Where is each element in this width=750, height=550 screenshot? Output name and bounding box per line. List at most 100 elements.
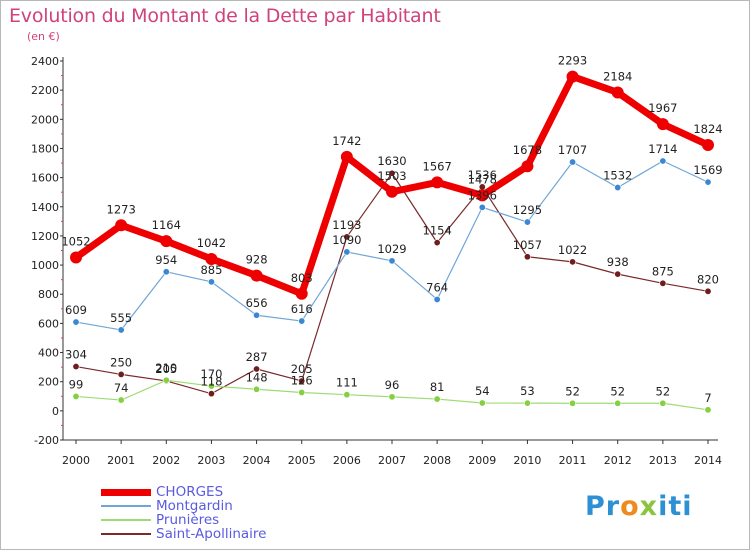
data-label: 81 (430, 380, 445, 394)
x-tick-label: 2006 (333, 454, 361, 467)
data-label: 2184 (603, 69, 632, 83)
data-label: 99 (69, 377, 84, 391)
data-point (253, 365, 261, 373)
data-label: 96 (385, 378, 400, 392)
data-label: 250 (110, 355, 132, 369)
data-point (569, 158, 577, 166)
y-tick-label: -200 (34, 434, 59, 447)
y-tick-label: 400 (38, 347, 59, 360)
legend-item-chorges: CHORGES (101, 485, 266, 499)
x-tick-label: 2004 (243, 454, 271, 467)
legend-swatch-saint-apollinaire (101, 533, 151, 535)
data-point (162, 376, 170, 384)
data-point (72, 318, 80, 326)
data-point (117, 370, 125, 378)
data-point (70, 251, 82, 264)
data-point (298, 377, 306, 385)
x-tick-label: 2008 (423, 454, 451, 467)
data-label: 1164 (152, 218, 181, 232)
data-point (205, 252, 218, 265)
data-label: 148 (246, 370, 268, 384)
data-label: 803 (291, 271, 313, 285)
data-label: 954 (155, 253, 177, 267)
data-point (207, 390, 215, 398)
data-point (611, 86, 624, 99)
data-point (523, 218, 531, 226)
data-label: 1678 (513, 143, 542, 157)
x-tick-label: 2005 (288, 454, 316, 467)
data-label: 609 (65, 303, 87, 317)
legend-swatch-prunieres (101, 519, 151, 521)
data-point (569, 258, 577, 266)
x-tick-label: 2007 (378, 454, 406, 467)
data-label: 1478 (468, 172, 497, 186)
data-point (523, 399, 531, 407)
data-label: 74 (114, 381, 129, 395)
data-label: 304 (65, 348, 87, 362)
chart-subtitle: (en €) (27, 30, 60, 43)
x-tick-label: 2003 (197, 454, 225, 467)
data-point (298, 317, 306, 325)
data-label: 616 (291, 302, 313, 316)
data-point (656, 118, 669, 131)
data-label: 1532 (603, 169, 632, 183)
data-point (478, 203, 486, 211)
x-tick-label: 2001 (107, 454, 135, 467)
data-label: 210 (155, 361, 177, 375)
data-label: 111 (336, 376, 358, 390)
data-label: 555 (110, 311, 132, 325)
data-label: 820 (697, 272, 719, 286)
data-point (340, 150, 353, 163)
data-point (250, 269, 263, 282)
y-tick-label: 800 (38, 288, 59, 301)
data-label: 53 (520, 384, 535, 398)
data-label: 1090 (332, 233, 361, 247)
legend-label-montgardin: Montgardin (156, 498, 233, 514)
y-tick-label: 2000 (31, 113, 59, 126)
data-label: 1154 (423, 224, 452, 238)
data-label: 7 (704, 391, 711, 405)
data-label: 656 (246, 296, 268, 310)
legend-label-prunieres: Prunières (156, 512, 220, 528)
legend-swatch-montgardin (101, 505, 151, 507)
y-tick-label: 2400 (31, 55, 59, 68)
data-point (388, 257, 396, 265)
data-label: 1742 (332, 134, 361, 148)
y-tick-label: 1400 (31, 201, 59, 214)
data-label: 1567 (423, 159, 452, 173)
data-point (614, 399, 622, 407)
data-point (160, 235, 173, 248)
data-label: 1569 (693, 163, 722, 177)
y-tick-label: 1000 (31, 259, 59, 272)
data-label: 1193 (332, 218, 361, 232)
data-point (207, 382, 215, 390)
data-label: 928 (246, 253, 268, 267)
legend-label-chorges: CHORGES (156, 484, 224, 500)
data-point (72, 363, 80, 371)
data-point (431, 176, 444, 189)
legend-item-prunieres: Prunières (101, 513, 266, 527)
data-point (117, 326, 125, 334)
data-point (433, 295, 441, 303)
data-point (704, 178, 712, 186)
data-point (388, 393, 396, 401)
x-tick-label: 2014 (694, 454, 722, 467)
data-label: 52 (610, 384, 625, 398)
legend-swatch-chorges (101, 488, 151, 496)
data-point (569, 399, 577, 407)
data-label: 1396 (468, 188, 497, 202)
y-tick-label: 200 (38, 376, 59, 389)
data-point (704, 287, 712, 295)
data-point (659, 279, 667, 287)
y-tick-label: 1200 (31, 230, 59, 243)
x-tick-label: 2013 (649, 454, 677, 467)
data-label: 1029 (377, 242, 406, 256)
data-point (115, 219, 128, 232)
data-label: 118 (200, 375, 222, 389)
data-label: 1295 (513, 203, 542, 217)
y-tick-label: 1800 (31, 142, 59, 155)
data-label: 875 (652, 264, 674, 278)
legend-item-saint-apollinaire: Saint-Apollinaire (101, 527, 266, 541)
data-label: 205 (155, 362, 177, 376)
